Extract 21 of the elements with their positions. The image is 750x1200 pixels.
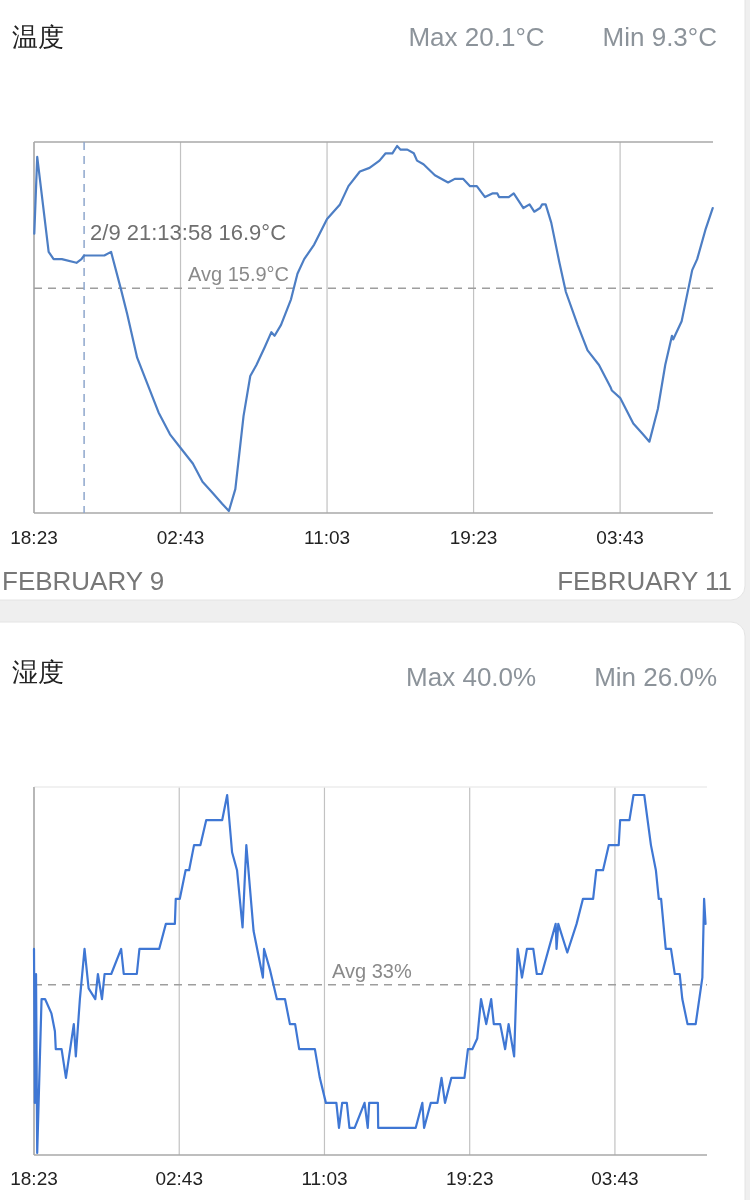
x-tick-label: 02:43 xyxy=(155,1168,203,1189)
x-tick-label: 18:23 xyxy=(10,527,58,548)
text: Min 9.3°C xyxy=(602,22,717,52)
x-tick-label: 02:43 xyxy=(156,527,205,548)
text: Max 40.0% xyxy=(406,662,537,692)
text: FEBRUARY 11 xyxy=(557,566,732,596)
x-tick-label: 18:23 xyxy=(10,1168,58,1189)
ref-line-label: Avg 33% xyxy=(332,959,412,982)
chart-title: 温度 xyxy=(12,22,64,52)
text: Min 26.0% xyxy=(594,662,717,692)
x-tick-label: 11:03 xyxy=(301,1168,348,1189)
chart-title: 湿度 xyxy=(12,657,64,687)
ref-line-label: Avg 15.9°C xyxy=(188,263,290,286)
x-tick-label: 19:23 xyxy=(445,1168,494,1189)
x-tick-label: 11:03 xyxy=(303,527,351,548)
x-tick-label: 03:43 xyxy=(591,1168,639,1189)
text: FEBRUARY 9 xyxy=(2,566,165,596)
x-tick-label: 03:43 xyxy=(596,527,644,548)
x-tick-label: 19:23 xyxy=(449,527,498,548)
text: Max 20.1°C xyxy=(408,22,545,52)
annotation: 2/9 21:13:58 16.9°C xyxy=(90,219,287,245)
